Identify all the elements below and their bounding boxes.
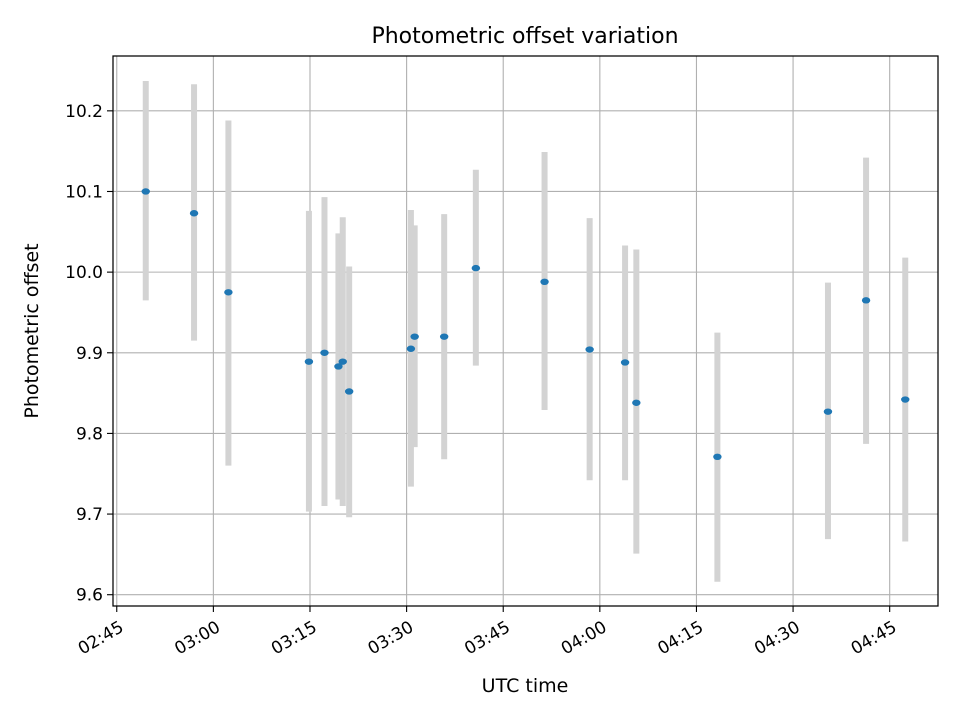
data-point (224, 289, 233, 296)
y-tick-label: 10.2 (65, 102, 103, 122)
data-point (861, 297, 871, 304)
data-points (141, 188, 910, 461)
data-point (540, 278, 549, 286)
x-axis-label: UTC time (482, 675, 569, 697)
data-point (439, 333, 449, 340)
chart-title: Photometric offset variation (371, 24, 678, 49)
data-point (471, 264, 481, 272)
y-tick-label: 10.1 (65, 182, 103, 202)
data-point (338, 358, 347, 365)
grid (113, 56, 938, 606)
data-point (713, 453, 722, 461)
data-point (410, 333, 419, 340)
data-point (304, 358, 314, 365)
plot-frame (112, 55, 939, 607)
data-point (632, 399, 641, 406)
data-point (344, 388, 354, 395)
data-point (141, 188, 150, 195)
data-point (620, 359, 630, 366)
data-point (823, 408, 833, 415)
y-axis-label: Photometric offset (21, 243, 43, 418)
data-point (406, 345, 416, 352)
data-point (320, 349, 329, 356)
y-tick-label: 9.7 (76, 505, 103, 525)
y-tick-label: 9.6 (76, 586, 103, 606)
data-point (901, 396, 910, 403)
y-tick-label: 10.0 (65, 263, 103, 283)
data-point (334, 363, 343, 370)
y-tick-label: 9.8 (76, 424, 103, 444)
y-tick-label: 9.9 (76, 344, 103, 364)
data-point (189, 210, 199, 217)
data-point (585, 346, 594, 353)
